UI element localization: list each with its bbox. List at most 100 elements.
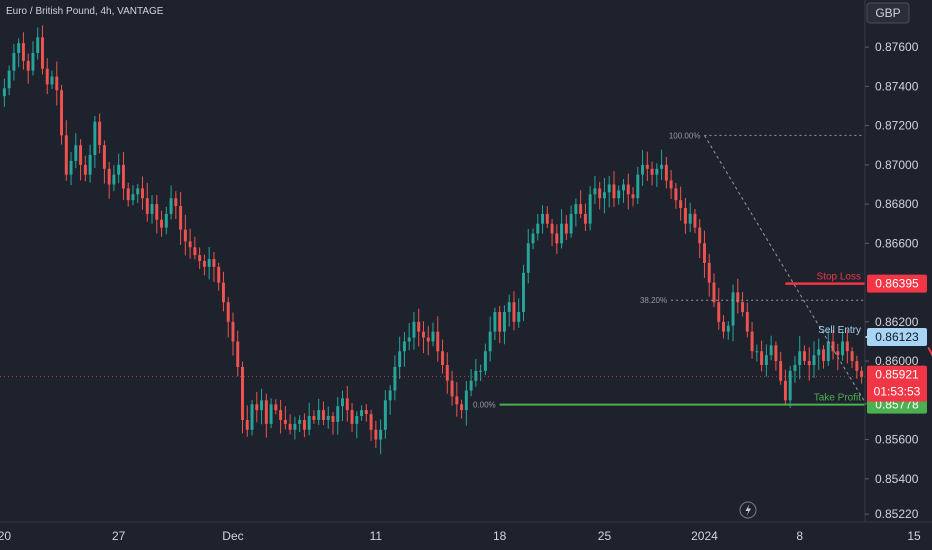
candle-body [807, 361, 811, 366]
candle-body [150, 204, 154, 214]
candle-body [231, 321, 235, 342]
candle-body [45, 68, 49, 85]
candle-body [479, 370, 483, 372]
time-tick-label: 25 [598, 529, 612, 543]
fib-level-label: 38.20% [640, 296, 667, 305]
lightning-icon[interactable] [739, 501, 757, 519]
candle-body [512, 302, 516, 322]
stop-loss-tag [867, 274, 927, 293]
candle-body [593, 188, 597, 195]
candle-body [64, 135, 68, 175]
candle-body [455, 396, 459, 405]
candle-body [431, 331, 435, 342]
candle-body [722, 321, 725, 332]
candle-body [74, 145, 78, 161]
candle-body [845, 341, 849, 352]
candle-body [69, 160, 73, 175]
candle-body [788, 370, 792, 401]
candle-body [107, 168, 111, 185]
time-axis[interactable]: 2027Dec111825202481522 [0, 529, 932, 543]
sell-entry-tag [867, 327, 927, 346]
candle-body [369, 414, 373, 430]
candle-body [726, 325, 730, 332]
candle-body [326, 416, 330, 420]
candle-body [855, 361, 859, 371]
candle-body [760, 351, 764, 366]
candle-body [245, 419, 249, 430]
candle-body [393, 366, 397, 391]
candle-body [664, 164, 668, 181]
candle-body [31, 52, 35, 71]
candle-body [41, 37, 44, 69]
candle-body [450, 380, 454, 397]
chart-title: Euro / British Pound, 4h, VANTAGE [6, 6, 164, 17]
fib-level-label: 100.00% [669, 131, 701, 140]
candle-body [155, 204, 159, 220]
candle-body [598, 188, 602, 199]
candle-body [541, 213, 545, 224]
candle-body [79, 145, 83, 165]
candle-body [198, 255, 202, 261]
candle-body [645, 164, 649, 169]
candle-body [841, 341, 845, 356]
candle-body [331, 416, 335, 422]
candle-body [436, 331, 440, 352]
candle-body [698, 227, 702, 244]
candle-body [674, 188, 678, 201]
candle-body [36, 37, 40, 53]
candle-body [679, 200, 683, 209]
candle-body [583, 213, 587, 224]
candle-body [831, 341, 835, 352]
candle-body [250, 404, 254, 430]
candle-body [288, 423, 292, 430]
candle-body [445, 365, 449, 381]
candle-body [307, 416, 311, 430]
candle-body [355, 416, 359, 424]
candle-body [321, 410, 325, 420]
candle-body [707, 262, 711, 283]
candle-body [712, 282, 716, 303]
current-price-tag-countdown: 01:53:53 [874, 385, 921, 399]
candle-body [526, 243, 530, 273]
candle-body [188, 241, 192, 248]
price-tick-label: 0.87400 [875, 79, 919, 93]
candle-body [498, 312, 502, 332]
candle-body [264, 400, 268, 424]
candle-body [617, 190, 621, 199]
candle-body [274, 404, 278, 411]
candle-body [145, 198, 149, 214]
candle-body [298, 419, 302, 424]
candle-body [283, 419, 287, 424]
price-axis[interactable]: 0.87600 0.87400 0.87200 0.87000 0.86800 0.866… [865, 40, 927, 521]
candle-body [402, 341, 406, 352]
candle-body [341, 398, 344, 407]
candle-body [317, 410, 321, 420]
candle-body [17, 43, 21, 53]
candle-body [802, 351, 806, 362]
candle-body [650, 168, 654, 175]
candle-body [345, 398, 349, 411]
currency-button[interactable]: GBP [866, 2, 910, 24]
candle-body [202, 261, 206, 267]
candle-body [798, 351, 802, 366]
candle-body [360, 410, 364, 417]
candle-body [336, 406, 340, 422]
candle-body [121, 164, 125, 189]
sell-entry-label: Sell Entry [818, 325, 861, 336]
candle-body [588, 194, 592, 224]
candle-body [55, 76, 59, 91]
plot-area[interactable] [2, 25, 864, 455]
candle-body [141, 188, 144, 199]
candle-body [407, 337, 411, 342]
candle-body [836, 351, 840, 356]
candle-body [169, 198, 173, 214]
candle-body [212, 259, 216, 267]
candle-body [860, 370, 864, 377]
candle-body [793, 365, 797, 371]
candle-body [536, 223, 540, 234]
candle-body [12, 52, 16, 71]
candle-body [574, 204, 578, 214]
candle-body [26, 60, 30, 71]
